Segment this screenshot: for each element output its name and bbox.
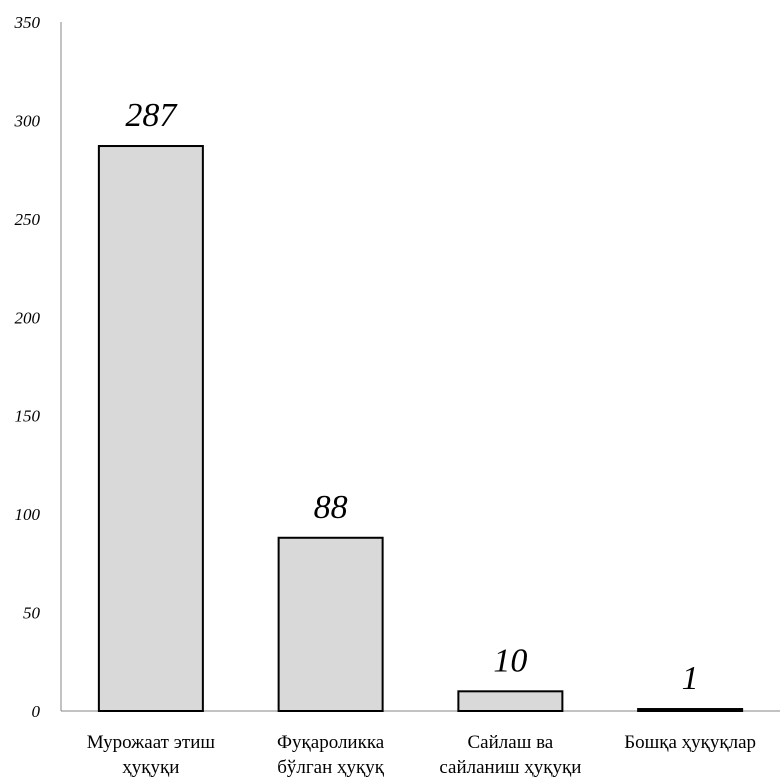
bar bbox=[637, 708, 744, 713]
value-labels: 287 88 10 1 bbox=[125, 97, 698, 697]
y-tick-label: 250 bbox=[15, 210, 41, 229]
category-label: Мурожаат этиш ҳуқуқи bbox=[87, 732, 216, 778]
value-label: 10 bbox=[493, 642, 527, 679]
y-tick-label: 300 bbox=[14, 111, 41, 130]
value-label: 88 bbox=[314, 489, 348, 526]
category-label: Бошқа ҳуқуқлар bbox=[624, 732, 756, 753]
y-tick-label: 100 bbox=[15, 505, 41, 524]
category-label: Фуқароликка бўлган ҳуқуқ bbox=[277, 732, 385, 778]
bars bbox=[97, 145, 744, 713]
bar bbox=[277, 536, 384, 712]
y-tick-label: 50 bbox=[23, 604, 41, 623]
value-label: 1 bbox=[682, 660, 699, 697]
category-labels: Мурожаат этиш ҳуқуқи Фуқароликка бўлган ҳуқ… bbox=[87, 732, 756, 778]
value-label: 287 bbox=[125, 97, 178, 134]
bar bbox=[97, 145, 204, 712]
y-tick-label: 350 bbox=[14, 13, 41, 32]
y-tick-label: 0 bbox=[32, 702, 41, 721]
category-label: Сайлаш ва сайланиш ҳуқуқи bbox=[439, 732, 581, 778]
bar bbox=[457, 690, 564, 712]
y-tick-label: 200 bbox=[15, 308, 41, 327]
y-tick-label: 150 bbox=[15, 407, 41, 426]
